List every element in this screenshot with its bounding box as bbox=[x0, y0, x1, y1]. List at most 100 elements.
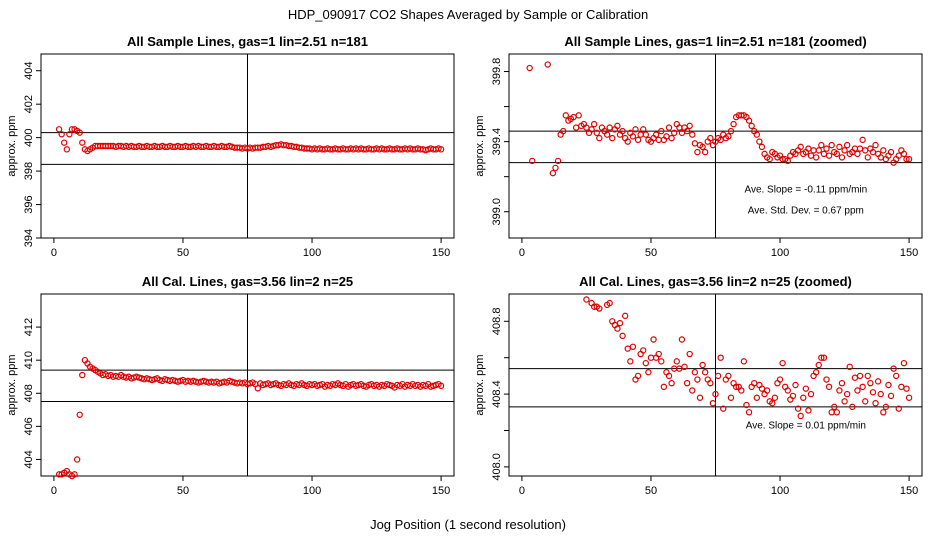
y-tick-label: 412 bbox=[23, 318, 35, 336]
annotation: Ave. Std. Dev. = 0.67 ppm bbox=[748, 205, 864, 216]
data-point bbox=[79, 371, 86, 379]
data-point bbox=[769, 400, 776, 407]
data-point bbox=[621, 312, 629, 320]
y-tick-label: 408.4 bbox=[491, 380, 503, 408]
data-point bbox=[833, 409, 841, 416]
data-point bbox=[745, 117, 753, 124]
data-point bbox=[802, 385, 810, 392]
data-point bbox=[701, 148, 709, 156]
data-point bbox=[854, 150, 861, 158]
data-point bbox=[642, 131, 650, 138]
data-point bbox=[71, 471, 78, 478]
x-tick-label: 50 bbox=[177, 485, 189, 497]
data-point bbox=[859, 136, 866, 144]
data-point bbox=[828, 141, 835, 149]
data-point bbox=[590, 120, 598, 128]
data-point bbox=[874, 378, 882, 385]
data-point bbox=[833, 150, 841, 158]
data-point bbox=[671, 129, 678, 137]
data-point bbox=[652, 131, 660, 138]
data-point bbox=[634, 372, 642, 380]
data-point bbox=[712, 390, 719, 398]
x-tick-label: 100 bbox=[771, 485, 789, 497]
data-point bbox=[575, 112, 582, 119]
data-point bbox=[58, 131, 65, 138]
data-point bbox=[812, 369, 820, 376]
data-point bbox=[707, 134, 714, 142]
data-point bbox=[756, 138, 763, 145]
data-point bbox=[714, 372, 722, 380]
data-point bbox=[650, 336, 657, 343]
data-point bbox=[678, 336, 686, 343]
data-point bbox=[694, 148, 701, 156]
panel-cal-lines: All Cal. Lines, gas=3.56 lin=2 n=25 0 50 10… bbox=[6, 274, 455, 497]
data-point bbox=[732, 383, 740, 391]
data-point bbox=[437, 146, 445, 153]
data-point bbox=[627, 358, 634, 365]
data-point bbox=[807, 390, 815, 398]
data-point bbox=[730, 120, 737, 128]
data-point bbox=[634, 136, 642, 144]
data-point bbox=[437, 382, 445, 390]
x-tick-label: 0 bbox=[51, 247, 57, 259]
data-point bbox=[831, 403, 838, 411]
data-point bbox=[707, 379, 714, 387]
data-point bbox=[753, 131, 761, 138]
data-point bbox=[905, 394, 913, 401]
data-point bbox=[890, 365, 897, 372]
data-point bbox=[805, 407, 812, 414]
data-point bbox=[717, 354, 724, 361]
data-point bbox=[658, 127, 665, 135]
data-point bbox=[614, 325, 621, 332]
x-tick-label: 150 bbox=[432, 485, 450, 497]
data-point bbox=[885, 381, 892, 389]
data-point bbox=[792, 381, 799, 389]
data-point bbox=[699, 361, 706, 369]
data-point bbox=[771, 394, 779, 401]
data-point bbox=[892, 372, 900, 380]
y-tick-label: 399.8 bbox=[491, 58, 503, 86]
y-tick-label: 400 bbox=[23, 128, 35, 146]
data-point bbox=[815, 147, 822, 154]
data-point bbox=[660, 383, 668, 391]
data-point bbox=[665, 124, 673, 131]
data-point bbox=[745, 409, 753, 416]
data-point bbox=[596, 305, 603, 312]
data-point bbox=[668, 379, 675, 387]
data-point bbox=[903, 155, 910, 163]
data-point bbox=[624, 138, 631, 145]
data-point bbox=[696, 394, 704, 401]
data-point bbox=[776, 376, 784, 383]
data-point bbox=[562, 112, 569, 119]
data-point bbox=[632, 126, 639, 133]
data-point bbox=[843, 141, 851, 149]
data-point bbox=[658, 358, 665, 365]
data-point bbox=[616, 319, 624, 327]
data-point bbox=[753, 394, 761, 401]
data-point bbox=[727, 127, 735, 135]
y-tick-label: 402 bbox=[23, 95, 35, 113]
data-point bbox=[619, 332, 626, 340]
data-point bbox=[629, 343, 637, 350]
data-point bbox=[699, 143, 706, 151]
data-point bbox=[552, 164, 559, 172]
data-point bbox=[686, 350, 693, 358]
data-point bbox=[614, 122, 621, 130]
panel-title: All Sample Lines, gas=1 lin=2.51 n=181 bbox=[127, 34, 368, 49]
y-tick-label: 408 bbox=[23, 384, 35, 402]
data-point bbox=[629, 133, 637, 140]
data-point bbox=[836, 387, 843, 394]
data-point bbox=[709, 400, 717, 407]
data-point bbox=[596, 134, 603, 142]
figure-xlabel: Jog Position (1 second resolution) bbox=[370, 517, 566, 532]
panel-sample-lines: All Sample Lines, gas=1 lin=2.51 n=181 0 5… bbox=[6, 34, 455, 259]
data-point bbox=[720, 405, 727, 412]
data-point bbox=[554, 157, 562, 165]
annotation: Ave. Slope = 0.01 ppm/min bbox=[746, 421, 866, 432]
data-point bbox=[640, 347, 647, 354]
data-point bbox=[725, 372, 732, 380]
data-point bbox=[549, 169, 557, 177]
data-point bbox=[593, 129, 600, 137]
